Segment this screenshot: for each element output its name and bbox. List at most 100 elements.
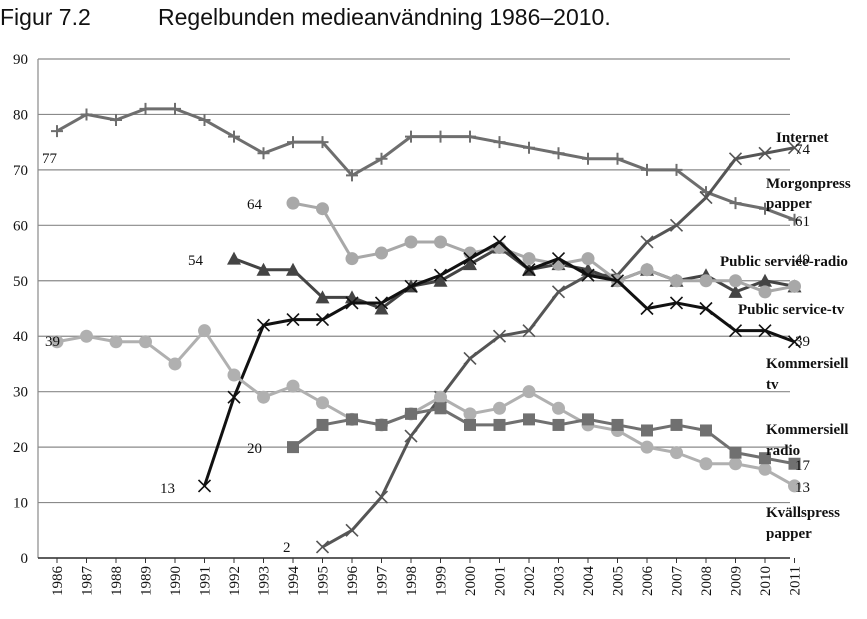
data-point: [699, 301, 713, 316]
start-value-label: 64: [247, 197, 263, 213]
x-tick-label: 1997: [375, 566, 391, 597]
data-point: [286, 313, 300, 327]
data-point: [464, 130, 476, 143]
data-point: [315, 540, 330, 554]
x-tick-label: 1994: [286, 566, 302, 597]
x-tick-label: 1993: [257, 566, 273, 596]
start-value-label: 2: [283, 540, 291, 556]
data-point: [788, 457, 801, 470]
data-point: [346, 169, 358, 182]
series-kommersiell-radio: [287, 402, 801, 470]
x-tick-label: 1987: [80, 566, 96, 597]
data-point: [404, 235, 418, 249]
data-point: [316, 396, 329, 410]
data-point: [787, 335, 802, 349]
series-public-service-tv: [286, 196, 801, 299]
chart-heading: Figur 7.2 Regelbunden medieanvändning 198…: [0, 4, 611, 31]
series-kommersiell-tv: [197, 235, 802, 493]
series-line: [233, 246, 795, 310]
data-point: [463, 351, 477, 365]
data-point: [758, 324, 772, 338]
data-point: [375, 152, 388, 165]
data-point: [670, 163, 683, 176]
series-name-label: Internet: [776, 130, 829, 146]
data-point: [522, 385, 536, 399]
data-point: [552, 418, 565, 431]
data-point: [463, 257, 477, 271]
series-line: [292, 201, 795, 294]
data-point: [434, 402, 447, 415]
data-point: [375, 418, 388, 431]
data-point: [492, 329, 507, 343]
data-point: [257, 390, 270, 404]
data-point: [552, 401, 565, 415]
data-point: [345, 523, 359, 537]
data-point: [50, 335, 64, 349]
data-point: [346, 413, 358, 426]
y-tick-label: 40: [13, 329, 28, 345]
data-point: [198, 324, 211, 338]
data-point: [286, 196, 300, 210]
data-point: [640, 263, 654, 277]
data-point: [669, 296, 684, 310]
data-point: [434, 235, 447, 249]
chart-title: Regelbunden medieanvändning 1986–2010.: [158, 4, 611, 30]
x-tick-label: 2007: [670, 566, 686, 597]
data-point: [345, 296, 359, 310]
end-value-label: 49: [795, 252, 810, 268]
data-point: [787, 141, 802, 155]
data-point: [110, 113, 122, 126]
data-point: [758, 146, 772, 160]
series-kv-llspress-papper: [50, 324, 801, 493]
series-name-label: tv: [766, 377, 779, 393]
y-tick-label: 0: [21, 551, 29, 567]
series-name-label: radio: [766, 443, 800, 459]
series-line: [56, 107, 796, 222]
x-tick-label: 2008: [699, 566, 715, 596]
data-point: [256, 262, 271, 276]
series-internet: [315, 141, 802, 554]
data-point: [228, 130, 240, 143]
x-tick-label: 1988: [109, 566, 125, 596]
data-point: [728, 284, 743, 298]
start-value-label: 20: [247, 441, 262, 457]
data-point: [374, 301, 389, 315]
x-tick-label: 2001: [493, 566, 509, 596]
data-point: [492, 235, 507, 249]
data-point: [463, 252, 477, 266]
x-tick-label: 2003: [552, 566, 568, 596]
data-point: [611, 152, 624, 165]
data-point: [522, 263, 536, 277]
data-point: [670, 274, 683, 288]
data-point: [700, 424, 712, 437]
x-tick-label: 1991: [198, 566, 214, 596]
data-point: [759, 202, 771, 215]
data-point: [641, 163, 653, 176]
data-point: [729, 197, 742, 210]
data-point: [728, 152, 743, 166]
data-point: [286, 379, 300, 393]
data-point: [670, 446, 683, 460]
x-tick-label: 1996: [345, 566, 361, 597]
data-point: [374, 296, 389, 310]
data-point: [316, 418, 329, 431]
data-point: [729, 274, 742, 288]
data-point: [374, 490, 389, 504]
start-value-label: 13: [160, 481, 175, 497]
data-point: [729, 446, 742, 459]
data-point: [759, 452, 771, 465]
x-tick-label: 2004: [581, 566, 597, 597]
x-tick-label: 1998: [404, 566, 420, 596]
data-point: [227, 251, 241, 265]
series-name-label: Public service-tv: [738, 302, 845, 318]
data-point: [522, 324, 536, 338]
data-point: [375, 246, 388, 260]
data-point: [758, 285, 772, 299]
series-name-label: Public service-radio: [720, 254, 848, 270]
data-point: [286, 262, 300, 276]
data-point: [316, 136, 329, 149]
data-point: [464, 418, 476, 431]
data-point: [405, 130, 417, 143]
y-tick-label: 80: [13, 107, 28, 123]
data-point: [316, 202, 329, 216]
